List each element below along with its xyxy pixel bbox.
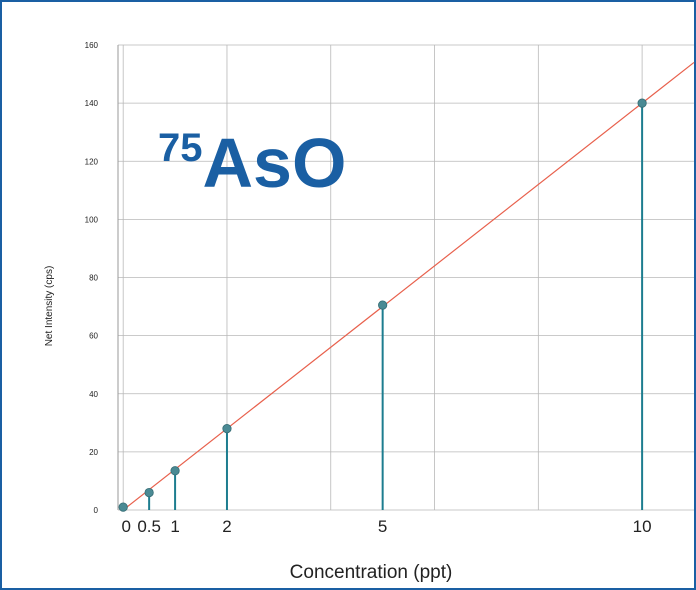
grid-lines xyxy=(117,44,694,511)
fit-line xyxy=(122,61,695,511)
x-tick-label: 2 xyxy=(222,517,231,536)
y-tick-label: 40 xyxy=(89,390,98,399)
data-point xyxy=(378,300,388,310)
x-axis-label: Concentration (ppt) xyxy=(290,562,453,583)
y-tick-label: 140 xyxy=(85,99,99,108)
x-tick-label: 0 xyxy=(121,517,130,536)
y-tick-label: 80 xyxy=(89,274,98,283)
data-point xyxy=(637,98,647,108)
title-main: AsO xyxy=(203,124,347,202)
data-point xyxy=(170,466,180,476)
y-tick-label: 120 xyxy=(85,157,99,166)
data-point xyxy=(144,487,154,498)
x-tick-label: 5 xyxy=(378,517,387,536)
data-point xyxy=(118,502,128,512)
y-tick-labels: 0 20 40 60 80 100 120 140 160 xyxy=(85,41,99,515)
chart-title: 75AsO xyxy=(158,124,346,202)
x-tick-label: 1 xyxy=(170,517,179,536)
y-axis-label: Net Intensity (cps) xyxy=(44,266,55,347)
data-point xyxy=(222,424,232,434)
y-tick-label: 160 xyxy=(85,41,99,50)
y-tick-label: 100 xyxy=(85,215,99,224)
title-superscript: 75 xyxy=(158,126,203,170)
y-tick-label: 0 xyxy=(94,506,99,515)
data-points xyxy=(118,98,647,512)
x-tick-label: 10 xyxy=(633,517,652,536)
y-tick-label: 20 xyxy=(89,448,98,457)
x-tick-labels: 0 0.5 1 2 5 10 xyxy=(121,517,651,536)
x-tick-label: 0.5 xyxy=(137,517,161,536)
y-tick-label: 60 xyxy=(89,332,98,341)
